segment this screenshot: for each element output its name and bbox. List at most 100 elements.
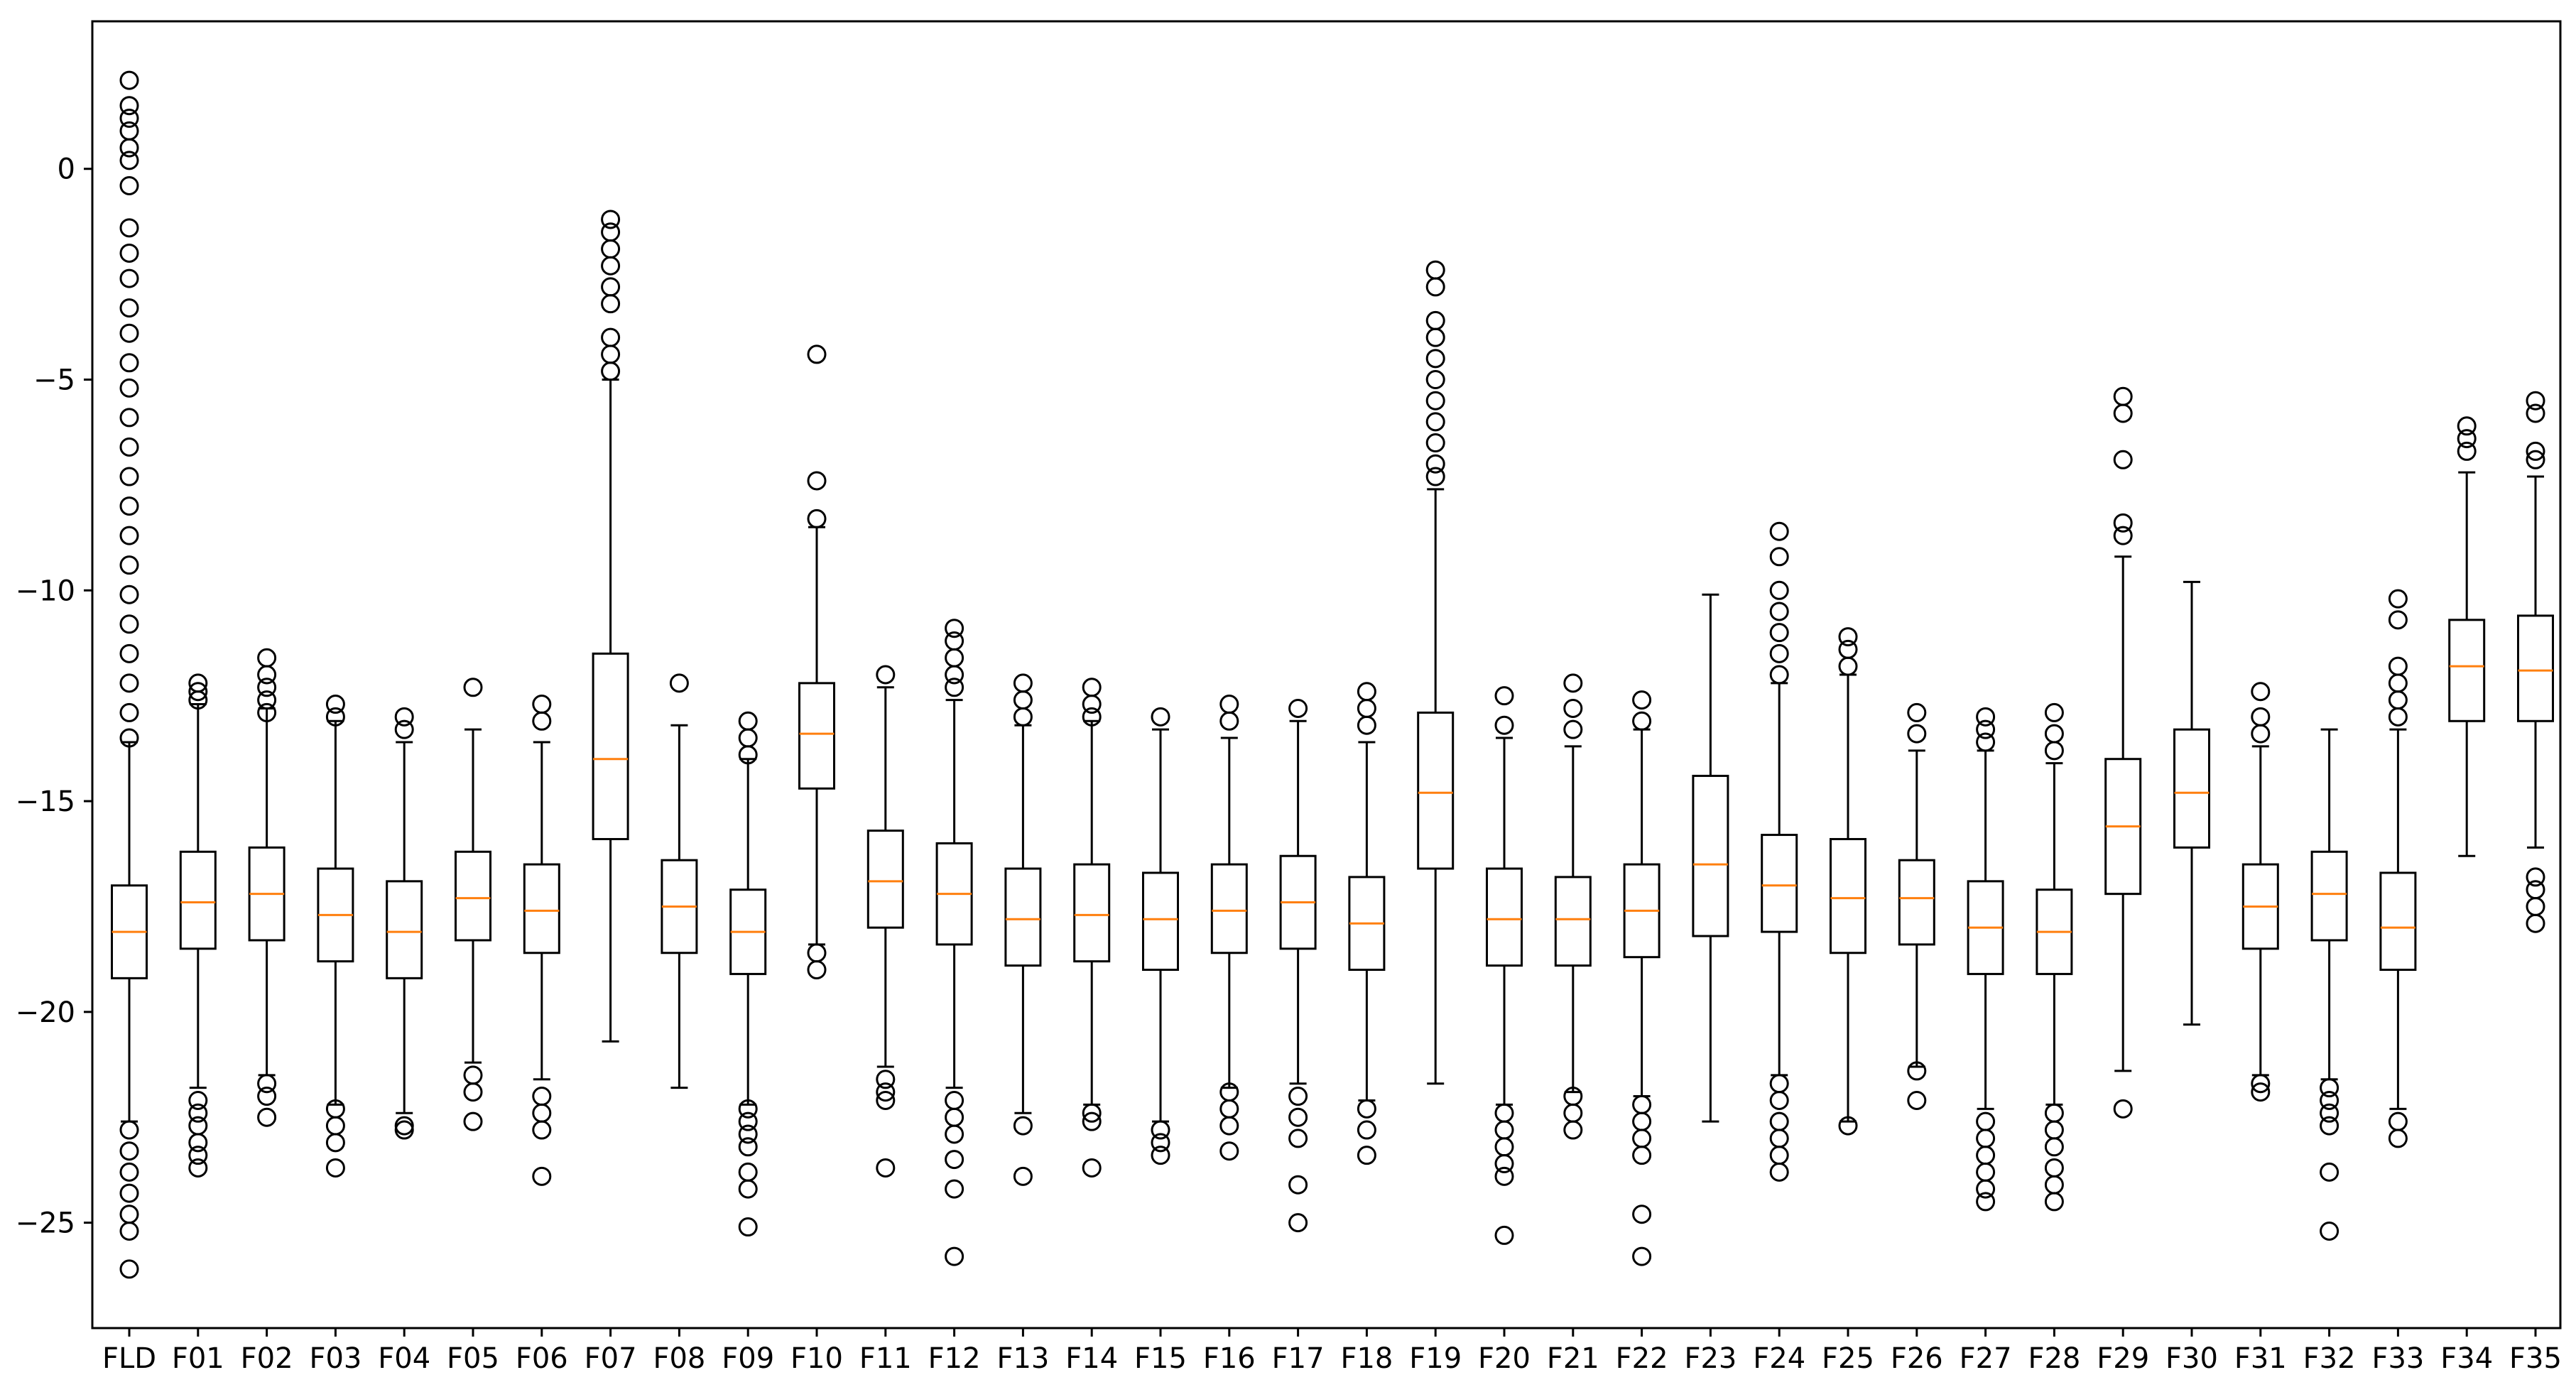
flier-point <box>1425 370 1445 390</box>
box-f08 <box>661 673 698 1089</box>
x-tick-label: F17 <box>1272 1342 1325 1375</box>
y-tick-label: −20 <box>16 996 75 1029</box>
flier-point <box>1976 1179 1996 1199</box>
flier-point <box>876 665 896 685</box>
x-tick-label: F12 <box>928 1342 981 1375</box>
flier-point <box>1357 715 1376 735</box>
x-tick-label: F25 <box>1822 1342 1874 1375</box>
iqr-box <box>179 850 217 950</box>
flier-point <box>1563 673 1583 693</box>
flier-point <box>1494 715 1514 735</box>
flier-point <box>2457 416 2477 436</box>
flier-point <box>1494 1225 1514 1245</box>
iqr-box <box>2173 728 2210 849</box>
flier-point <box>119 298 139 318</box>
x-tick-label: F27 <box>1960 1342 2012 1375</box>
iqr-box <box>1554 876 1592 967</box>
x-tick-label: F14 <box>1065 1342 1118 1375</box>
flier-point <box>1288 1107 1308 1127</box>
flier-point <box>2320 1078 2339 1098</box>
flier-point <box>325 695 345 714</box>
flier-point <box>2457 429 2477 449</box>
flier-point <box>188 1158 208 1178</box>
flier-point <box>119 151 139 170</box>
flier-point <box>1425 433 1445 453</box>
flier-point <box>1907 1061 1927 1081</box>
flier-point <box>2526 391 2545 410</box>
iqr-box <box>523 863 560 955</box>
box-f29 <box>2104 386 2142 1119</box>
flier-point <box>119 437 139 457</box>
flier-point <box>1082 1158 1102 1178</box>
box-f24 <box>1761 521 1798 1182</box>
x-tick-label: F26 <box>1891 1342 1943 1375</box>
flier-point <box>601 294 621 314</box>
box-f35 <box>2517 391 2554 933</box>
box-fld <box>111 70 148 1279</box>
flier-point <box>119 673 139 693</box>
flier-point <box>807 509 827 528</box>
flier-point <box>1838 1116 1858 1136</box>
x-tick-label: F31 <box>2234 1342 2287 1375</box>
flier-point <box>1288 1129 1308 1148</box>
flier-point <box>1357 1146 1376 1165</box>
flier-point <box>1082 695 1102 714</box>
flier-point <box>738 1217 758 1237</box>
flier-point <box>2113 526 2133 545</box>
flier-point <box>257 1074 277 1094</box>
flier-point <box>1769 665 1789 685</box>
flier-point <box>876 1090 896 1110</box>
box-f25 <box>1830 627 1866 1136</box>
flier-point <box>188 682 208 702</box>
x-axis: FLD F01 F02 F03 F04 F05 F06 F07 F08 F09 F10 F11 F12 F… <box>102 1328 2562 1375</box>
flier-point <box>1288 1175 1308 1195</box>
flier-point <box>1907 702 1927 722</box>
iqr-box <box>455 850 491 942</box>
flier-point <box>119 175 139 195</box>
y-tick-label: −25 <box>16 1207 75 1240</box>
box-f30 <box>2173 580 2210 1026</box>
flier-point <box>394 719 414 739</box>
flier-point <box>2320 1221 2339 1241</box>
flier-point <box>1425 467 1445 486</box>
flier-point <box>2251 724 2271 744</box>
flier-point <box>2526 441 2545 461</box>
flier-point <box>463 1111 483 1131</box>
x-tick-label: F06 <box>516 1342 568 1375</box>
box-f12 <box>935 619 973 1266</box>
flier-point <box>119 728 139 748</box>
flier-point <box>738 1124 758 1144</box>
box-f07 <box>592 210 629 1043</box>
box-f32 <box>2310 728 2348 1241</box>
flier-point <box>1425 412 1445 432</box>
flier-point <box>1494 1166 1514 1186</box>
flier-point <box>2113 450 2133 469</box>
x-tick-label: F24 <box>1753 1342 1805 1375</box>
flier-point <box>119 1141 139 1161</box>
flier-point <box>1288 1213 1308 1233</box>
flier-point <box>2457 441 2477 461</box>
flier-point <box>119 138 139 158</box>
flier-point <box>119 702 139 722</box>
flier-point <box>119 353 139 373</box>
iqr-box <box>1417 711 1455 870</box>
box-f05 <box>455 678 491 1131</box>
flier-point <box>1082 1111 1102 1131</box>
flier-point <box>2320 1116 2339 1136</box>
flier-point <box>119 1183 139 1203</box>
flier-point <box>119 70 139 90</box>
flier-point <box>2526 913 2545 933</box>
flier-point <box>257 1107 277 1127</box>
box-f04 <box>386 707 423 1140</box>
x-tick-label: F16 <box>1203 1342 1256 1375</box>
x-tick-label: F33 <box>2371 1342 2424 1375</box>
flier-point <box>188 1103 208 1123</box>
iqr-box <box>2379 871 2417 971</box>
x-tick-label: F15 <box>1134 1342 1187 1375</box>
flier-point <box>1769 1162 1789 1182</box>
x-tick-label: F19 <box>1409 1342 1462 1375</box>
flier-point <box>1769 521 1789 541</box>
flier-point <box>119 1221 139 1241</box>
flier-point <box>2388 1129 2408 1148</box>
